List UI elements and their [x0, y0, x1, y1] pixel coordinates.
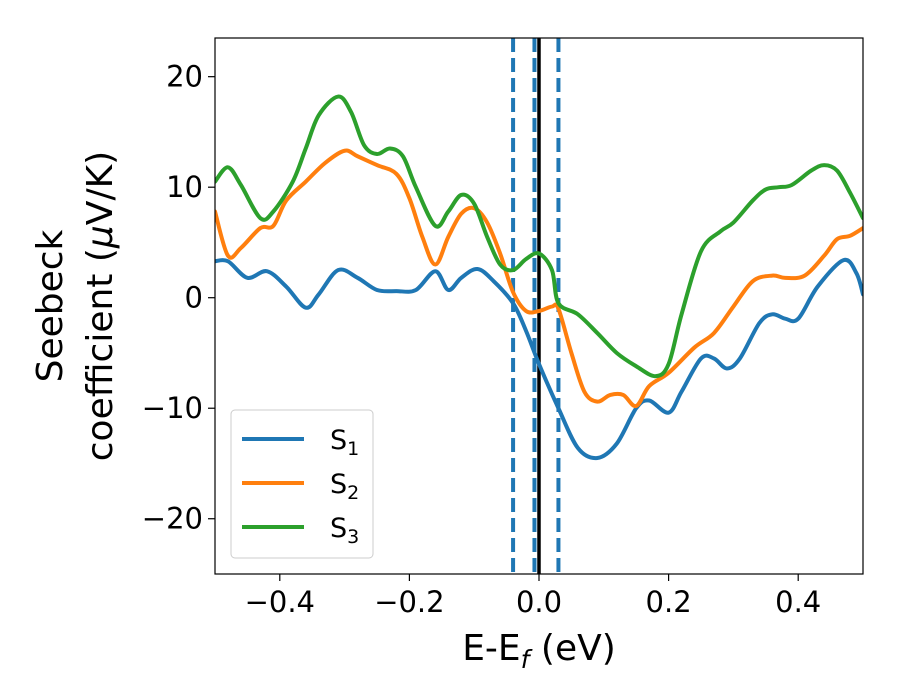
y-axis-label-line2: coefficient (μV/K) [80, 151, 121, 461]
legend: S1 S2 S3 [230, 409, 374, 559]
series-line-s2 [215, 148, 863, 409]
axis-ticks: −0.4 −0.2 0.0 0.2 0.4 −20 −10 0 10 20 [142, 60, 821, 619]
x-tick-label: 0.0 [516, 585, 562, 619]
y-tick-label: −20 [142, 502, 203, 536]
series-line-s3 [215, 94, 863, 379]
x-tick-label: −0.4 [245, 585, 315, 619]
y-tick-label: −10 [142, 391, 203, 425]
x-tick-label: 0.4 [775, 585, 821, 619]
y-tick-label: 10 [166, 170, 203, 204]
x-tick-label: −0.2 [374, 585, 444, 619]
y-axis-label-line1: Seebeck [30, 229, 71, 382]
legend-label-s2: S2 [330, 469, 359, 504]
x-tick-label: 0.2 [646, 585, 692, 619]
series-layer [215, 94, 863, 461]
x-axis-label: E-Ef (eV) [462, 628, 616, 674]
y-tick-label: 0 [185, 281, 203, 315]
series-line-s1 [215, 257, 863, 461]
y-tick-label: 20 [166, 60, 203, 94]
legend-label-s1: S1 [330, 425, 359, 460]
y-axis-label: Seebeck coefficient (μV/K) [30, 151, 121, 461]
legend-label-s3: S3 [330, 513, 359, 548]
